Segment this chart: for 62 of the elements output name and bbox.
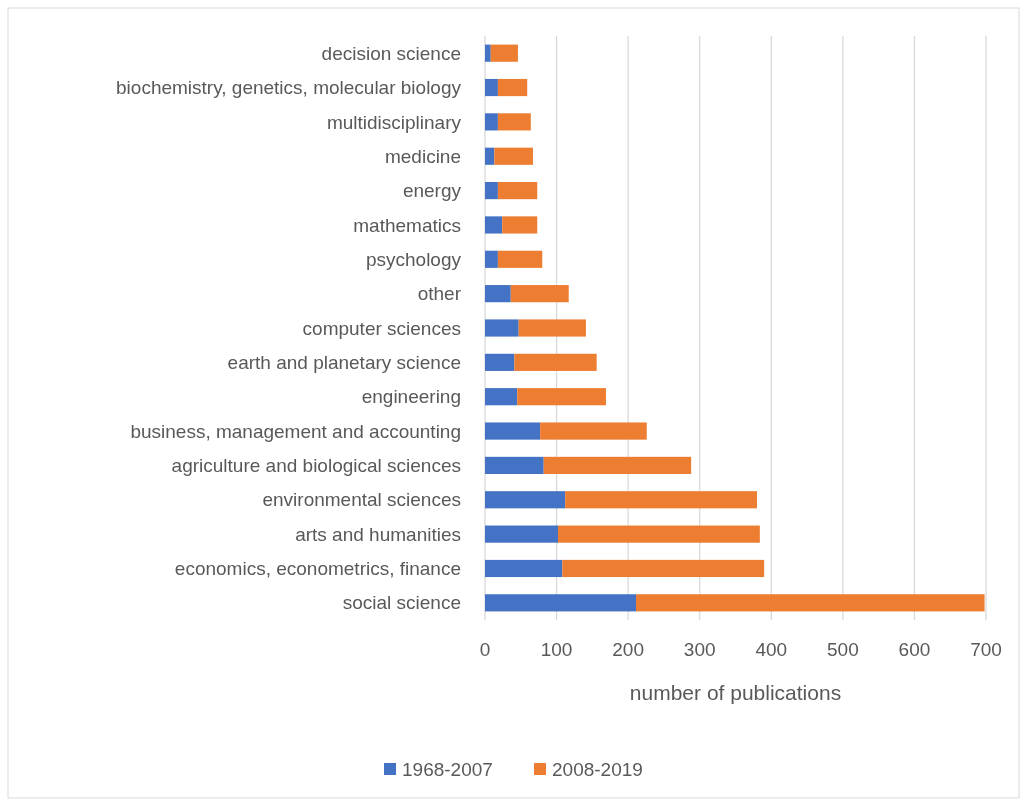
- bar: [485, 182, 498, 200]
- bar: [562, 559, 765, 578]
- bar: [497, 78, 528, 97]
- bar: [485, 44, 491, 62]
- bar: [543, 456, 692, 474]
- y-tick-label: computer sciences: [302, 317, 461, 339]
- y-tick-label: social science: [342, 592, 461, 614]
- bar: [485, 216, 503, 234]
- y-tick-label: psychology: [365, 248, 462, 270]
- bar: [485, 525, 558, 543]
- y-tick-label: engineering: [361, 386, 461, 408]
- legend-label: 1968-2007: [402, 758, 493, 780]
- bar: [485, 491, 566, 509]
- bar: [565, 491, 757, 509]
- x-tick-label: 0: [479, 639, 491, 660]
- y-tick-label: earth and planetary science: [227, 352, 461, 373]
- bar: [502, 216, 538, 234]
- bar: [485, 319, 519, 337]
- bar: [485, 353, 515, 371]
- bar: [485, 285, 511, 303]
- bar: [518, 319, 586, 337]
- bar: [485, 388, 518, 406]
- bar: [514, 353, 597, 371]
- bar: [485, 147, 495, 165]
- y-tick-label: agriculture and biological sciences: [171, 455, 461, 477]
- x-tick-label: 100: [540, 639, 573, 660]
- bar: [485, 594, 637, 612]
- x-tick-label: 500: [827, 639, 859, 660]
- bar: [517, 388, 606, 406]
- legend-label: 2008-2019: [552, 758, 643, 780]
- y-tick-label: medicine: [384, 145, 461, 167]
- bar: [636, 594, 985, 612]
- y-tick-label: biochemistry, genetics, molecular biology: [116, 77, 462, 99]
- bar: [540, 422, 647, 440]
- y-tick-label: multidisciplinary: [326, 111, 462, 133]
- y-tick-label: arts and humanities: [295, 523, 461, 545]
- bar: [485, 113, 498, 131]
- x-tick-label: 300: [683, 639, 716, 660]
- bar: [558, 525, 760, 543]
- bar: [497, 250, 543, 268]
- y-tick-label: economics, econometrics, finance: [174, 558, 461, 580]
- bar: [485, 559, 563, 578]
- bar: [510, 285, 569, 303]
- bar: [494, 147, 533, 165]
- x-tick-label: 700: [970, 639, 1002, 660]
- x-tick-label: 400: [755, 639, 788, 660]
- bar: [485, 422, 541, 440]
- bar: [497, 113, 531, 131]
- bar: [490, 44, 518, 62]
- y-tick-label: mathematics: [353, 214, 461, 236]
- x-tick-label: 200: [612, 639, 644, 660]
- y-tick-label: environmental sciences: [262, 489, 461, 511]
- y-tick-label: business, management and accounting: [130, 420, 461, 442]
- x-axis-title: number of publications: [629, 681, 842, 704]
- x-tick-label: 600: [898, 639, 931, 660]
- bar: [485, 78, 498, 97]
- y-tick-label: other: [417, 283, 462, 305]
- bar: [485, 250, 498, 268]
- bar: [497, 182, 538, 200]
- y-tick-label: energy: [402, 180, 462, 202]
- y-tick-label: decision science: [321, 42, 461, 64]
- bar: [485, 456, 544, 474]
